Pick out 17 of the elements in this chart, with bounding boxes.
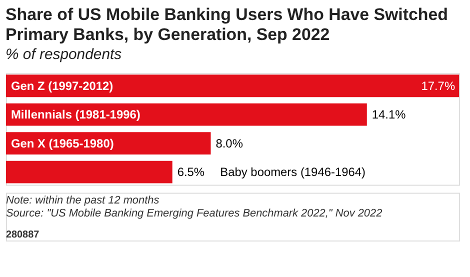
y-tick-label: Gen Z (1997-2012): [10, 78, 114, 93]
bar: [6, 132, 211, 155]
source-note: Source: "US Mobile Banking Emerging Features Benchmark 2022," Nov 2022: [6, 208, 382, 220]
text: 280887: [6, 230, 40, 241]
bar: [6, 103, 367, 126]
y-tick-label: Baby boomers (1946-1964): [220, 165, 366, 180]
data-label: 6.5%: [177, 165, 205, 180]
data-label: 17.7%: [421, 78, 456, 93]
bar: [6, 160, 172, 184]
y-tick-label: Gen X (1965-1980): [10, 136, 114, 150]
bar: [6, 74, 460, 98]
y-tick-label: Millennials (1981-1996): [10, 108, 140, 122]
data-label: 8.0%: [216, 136, 244, 150]
text: Note: within the past 12 months: [6, 194, 160, 207]
chart-subtitle: % of respondents: [5, 46, 122, 63]
data-label: 14.1%: [372, 108, 406, 122]
chart-title: Share of US Mobile Banking Users Who Have Switched Primary Banks, by Generation, Sep 2022: [5, 4, 448, 44]
